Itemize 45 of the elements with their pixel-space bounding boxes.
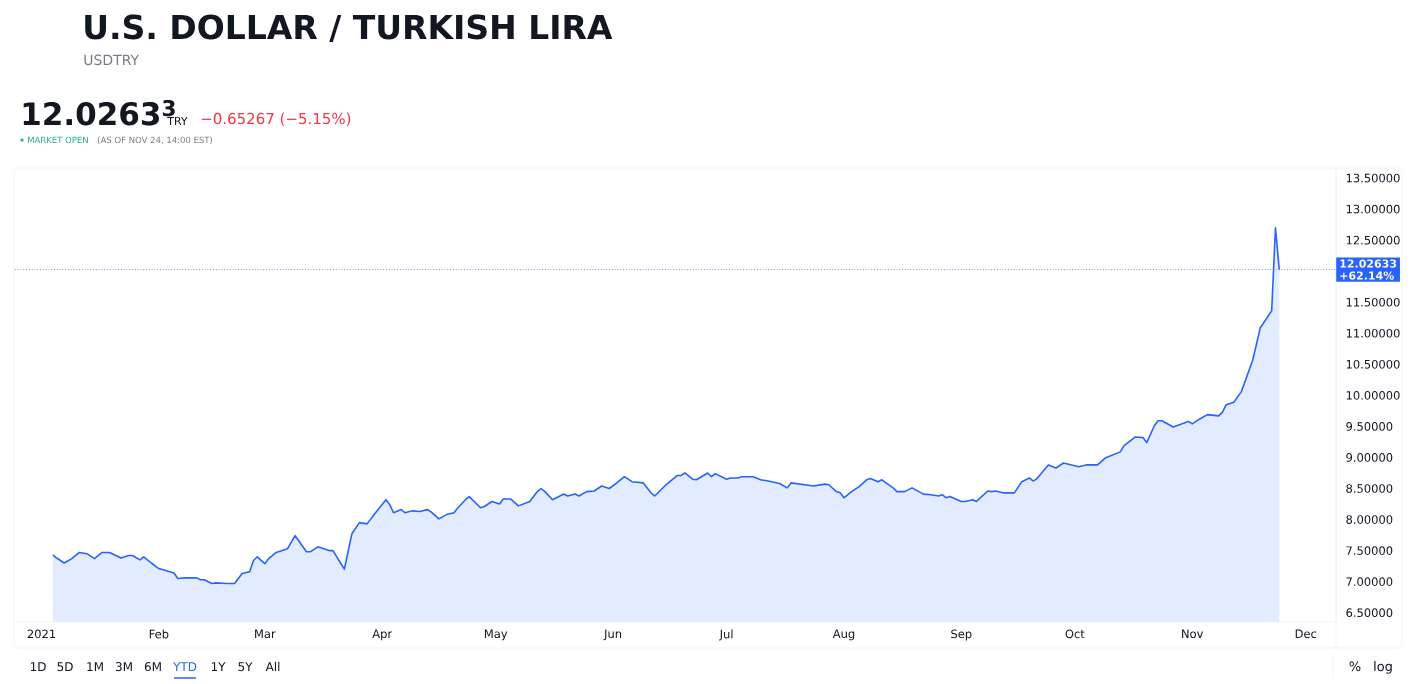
y-tick-label: 11.00000	[1346, 328, 1400, 338]
text: 3M	[115, 662, 132, 672]
x-tick-label: Oct	[1065, 629, 1085, 639]
y-tick-label: 13.50000	[1346, 173, 1400, 183]
text: 1M	[87, 662, 103, 671]
text: 5D	[57, 662, 73, 672]
text: log	[1374, 661, 1392, 674]
text: 6M	[144, 662, 161, 672]
x-tick-label: Feb	[149, 629, 169, 639]
text: TRY	[167, 116, 188, 125]
y-tick-label: 8.00000	[1346, 515, 1393, 524]
text: MARKET OPEN	[28, 136, 88, 144]
text: All	[265, 661, 280, 671]
y-tick-label: 7.50000	[1346, 546, 1393, 555]
y-tick-label: 12.50000	[1346, 235, 1400, 245]
x-tick-label: Dec	[1295, 629, 1317, 639]
x-tick-label: Nov	[1182, 629, 1204, 639]
text: −0.65267 (−5.15%)	[201, 112, 351, 126]
text: 1Y	[211, 662, 226, 671]
x-tick-label: Mar	[255, 629, 276, 639]
chart-title: U.S. DOLLAR / TURKISH LIRA	[85, 14, 613, 43]
ref-line-label: 12.02633	[1340, 259, 1397, 268]
text: (AS OF NOV 24, 14:00 EST)	[97, 136, 213, 145]
x-tick-label: Jul	[719, 629, 733, 641]
text: +62.14%	[1340, 271, 1394, 280]
y-tick-label: 10.50000	[1346, 359, 1400, 369]
x-tick-label: Sep	[951, 629, 972, 641]
y-tick-label: 8.50000	[1346, 484, 1393, 493]
x-tick-label: Apr	[372, 629, 393, 641]
text: 1D	[30, 662, 46, 671]
y-tick-label: 9.00000	[1346, 453, 1393, 462]
text: 5Y	[238, 662, 253, 672]
text: %	[1349, 661, 1361, 672]
x-tick-label: Aug	[832, 629, 855, 641]
y-tick-label: 10.00000	[1346, 391, 1400, 400]
text: YTD	[173, 662, 197, 671]
y-tick-label: 13.00000	[1346, 204, 1400, 214]
y-tick-label: 9.50000	[1346, 422, 1393, 431]
y-tick-label: 6.50000	[1346, 608, 1393, 618]
x-tick-label: 2021	[27, 629, 56, 639]
x-tick-label: Jun	[603, 629, 622, 641]
chart-subtitle: USDTRY	[84, 54, 140, 66]
x-tick-label: May	[484, 629, 508, 641]
y-tick-label: 11.50000	[1346, 297, 1400, 307]
y-tick-label: 7.00000	[1346, 577, 1393, 586]
